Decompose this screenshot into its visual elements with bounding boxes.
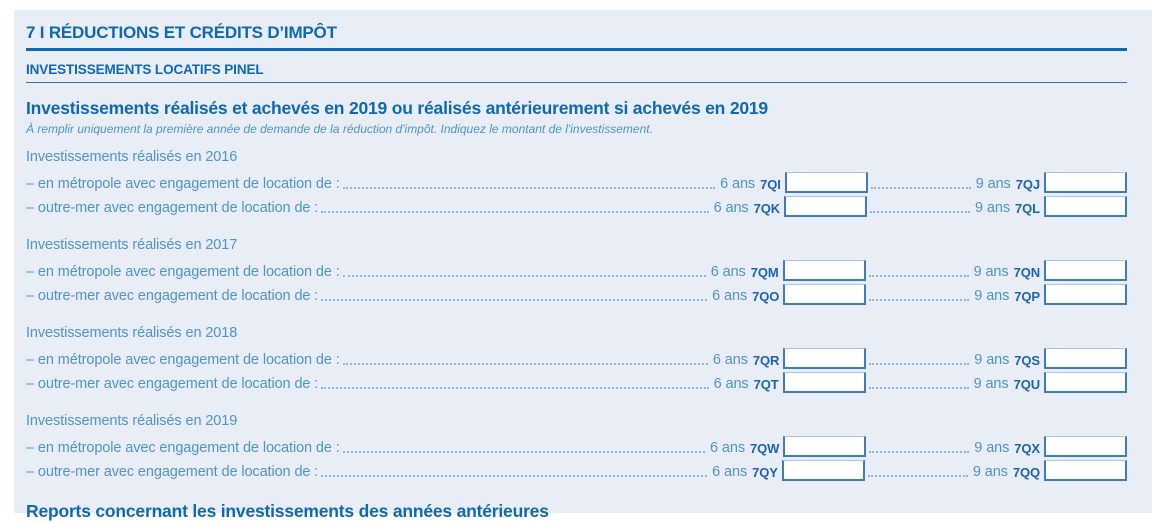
box-code-6: 7QW bbox=[750, 440, 779, 457]
dotted-leader bbox=[869, 299, 969, 301]
groups: Investissements réalisés en 2016 – en mé… bbox=[26, 149, 1127, 481]
box-code-6: 7QO bbox=[752, 288, 779, 305]
duration-6-label: 6 ans bbox=[714, 376, 749, 393]
group-rows: – en métropole avec engagement de locati… bbox=[26, 257, 1127, 305]
box-code-9: 7QJ bbox=[1016, 176, 1040, 193]
duration-6-label: 6 ans bbox=[713, 352, 748, 369]
investment-row: – en métropole avec engagement de locati… bbox=[26, 345, 1127, 369]
investment-year-group: Investissements réalisés en 2016 – en mé… bbox=[26, 149, 1127, 217]
dotted-leader bbox=[321, 211, 708, 213]
duration-9-label: 9 ans bbox=[976, 176, 1011, 193]
duration-6-label: 6 ans bbox=[711, 264, 746, 281]
investment-year-group: Investissements réalisés en 2017 – en mé… bbox=[26, 237, 1127, 305]
investment-row: – en métropole avec engagement de locati… bbox=[26, 169, 1127, 193]
amount-input-7qp[interactable] bbox=[1044, 284, 1127, 305]
box-code-9: 7QS bbox=[1014, 352, 1040, 369]
dotted-leader bbox=[871, 187, 971, 189]
dotted-leader bbox=[321, 299, 707, 301]
investment-row: – outre-mer avec engagement de location … bbox=[26, 193, 1127, 217]
duration-9-label: 9 ans bbox=[974, 264, 1009, 281]
amount-input-7qr[interactable] bbox=[783, 348, 866, 369]
dotted-leader bbox=[343, 451, 705, 453]
row-label: – outre-mer avec engagement de location … bbox=[26, 288, 318, 305]
row-label: – en métropole avec engagement de locati… bbox=[26, 440, 340, 457]
box-code-9: 7QX bbox=[1014, 440, 1040, 457]
box-code-6: 7QI bbox=[760, 176, 781, 193]
investment-row: – en métropole avec engagement de locati… bbox=[26, 433, 1127, 457]
amount-input-7ql[interactable] bbox=[1044, 196, 1127, 217]
investment-row: – outre-mer avec engagement de location … bbox=[26, 369, 1127, 393]
dotted-leader bbox=[343, 187, 715, 189]
subsection-title: INVESTISSEMENTS LOCATIFS PINEL bbox=[26, 62, 1127, 83]
group-year-label: Investissements réalisés en 2019 bbox=[26, 413, 1127, 429]
row-label: – en métropole avec engagement de locati… bbox=[26, 264, 340, 281]
box-code-9: 7QU bbox=[1014, 376, 1040, 393]
dotted-leader bbox=[870, 211, 970, 213]
next-section-title: Reports concernant les investissements d… bbox=[26, 501, 1127, 522]
investment-row: – outre-mer avec engagement de location … bbox=[26, 457, 1127, 481]
row-label: – outre-mer avec engagement de location … bbox=[26, 376, 318, 393]
amount-input-7qx[interactable] bbox=[1044, 436, 1127, 457]
amount-input-7qo[interactable] bbox=[783, 284, 866, 305]
amount-input-7qt[interactable] bbox=[783, 372, 866, 393]
duration-9-label: 9 ans bbox=[974, 376, 1009, 393]
dotted-leader bbox=[321, 475, 707, 477]
group-rows: – en métropole avec engagement de locati… bbox=[26, 169, 1127, 217]
group-rows: – en métropole avec engagement de locati… bbox=[26, 433, 1127, 481]
duration-9-label: 9 ans bbox=[974, 352, 1009, 369]
investment-year-group: Investissements réalisés en 2019 – en mé… bbox=[26, 413, 1127, 481]
dotted-leader bbox=[343, 275, 706, 277]
dotted-leader bbox=[321, 387, 708, 389]
duration-6-label: 6 ans bbox=[712, 288, 747, 305]
box-code-6: 7QY bbox=[752, 464, 778, 481]
box-code-6: 7QT bbox=[754, 376, 779, 393]
box-code-9: 7QP bbox=[1014, 288, 1040, 305]
box-code-9: 7QQ bbox=[1013, 464, 1040, 481]
group-year-label: Investissements réalisés en 2017 bbox=[26, 237, 1127, 253]
duration-6-label: 6 ans bbox=[710, 440, 745, 457]
amount-input-7qk[interactable] bbox=[784, 196, 867, 217]
block-note: À remplir uniquement la première année d… bbox=[26, 122, 1127, 136]
group-rows: – en métropole avec engagement de locati… bbox=[26, 345, 1127, 393]
investment-year-group: Investissements réalisés en 2018 – en mé… bbox=[26, 325, 1127, 393]
group-year-label: Investissements réalisés en 2016 bbox=[26, 149, 1127, 165]
group-year-label: Investissements réalisés en 2018 bbox=[26, 325, 1127, 341]
duration-6-label: 6 ans bbox=[720, 176, 755, 193]
dotted-leader bbox=[869, 275, 969, 277]
duration-6-label: 6 ans bbox=[712, 464, 747, 481]
box-code-9: 7QN bbox=[1014, 264, 1040, 281]
row-label: – en métropole avec engagement de locati… bbox=[26, 352, 340, 369]
dotted-leader bbox=[869, 387, 969, 389]
amount-input-7qs[interactable] bbox=[1044, 348, 1127, 369]
section-title: 7 I RÉDUCTIONS ET CRÉDITS D’IMPÔT bbox=[26, 23, 1127, 51]
duration-6-label: 6 ans bbox=[714, 200, 749, 217]
amount-input-7qq[interactable] bbox=[1044, 460, 1127, 481]
row-label: – en métropole avec engagement de locati… bbox=[26, 176, 340, 193]
box-code-6: 7QR bbox=[753, 352, 779, 369]
row-label: – outre-mer avec engagement de location … bbox=[26, 200, 318, 217]
dotted-leader bbox=[343, 363, 708, 365]
dotted-leader bbox=[869, 451, 969, 453]
investment-row: – outre-mer avec engagement de location … bbox=[26, 281, 1127, 305]
row-label: – outre-mer avec engagement de location … bbox=[26, 464, 318, 481]
duration-9-label: 9 ans bbox=[974, 440, 1009, 457]
dotted-leader bbox=[869, 363, 969, 365]
dotted-leader bbox=[868, 475, 968, 477]
duration-9-label: 9 ans bbox=[974, 288, 1009, 305]
block-title: Investissements réalisés et achevés en 2… bbox=[26, 98, 1127, 119]
amount-input-7qy[interactable] bbox=[782, 460, 865, 481]
amount-input-7qj[interactable] bbox=[1044, 172, 1127, 193]
amount-input-7qi[interactable] bbox=[785, 172, 868, 193]
form-panel: 7 I RÉDUCTIONS ET CRÉDITS D’IMPÔT INVEST… bbox=[14, 10, 1152, 513]
box-code-6: 7QK bbox=[754, 200, 780, 217]
investment-row: – en métropole avec engagement de locati… bbox=[26, 257, 1127, 281]
box-code-9: 7QL bbox=[1015, 200, 1040, 217]
amount-input-7qm[interactable] bbox=[783, 260, 866, 281]
amount-input-7qn[interactable] bbox=[1044, 260, 1127, 281]
box-code-6: 7QM bbox=[751, 264, 779, 281]
duration-9-label: 9 ans bbox=[975, 200, 1010, 217]
duration-9-label: 9 ans bbox=[973, 464, 1008, 481]
amount-input-7qu[interactable] bbox=[1044, 372, 1127, 393]
amount-input-7qw[interactable] bbox=[783, 436, 866, 457]
